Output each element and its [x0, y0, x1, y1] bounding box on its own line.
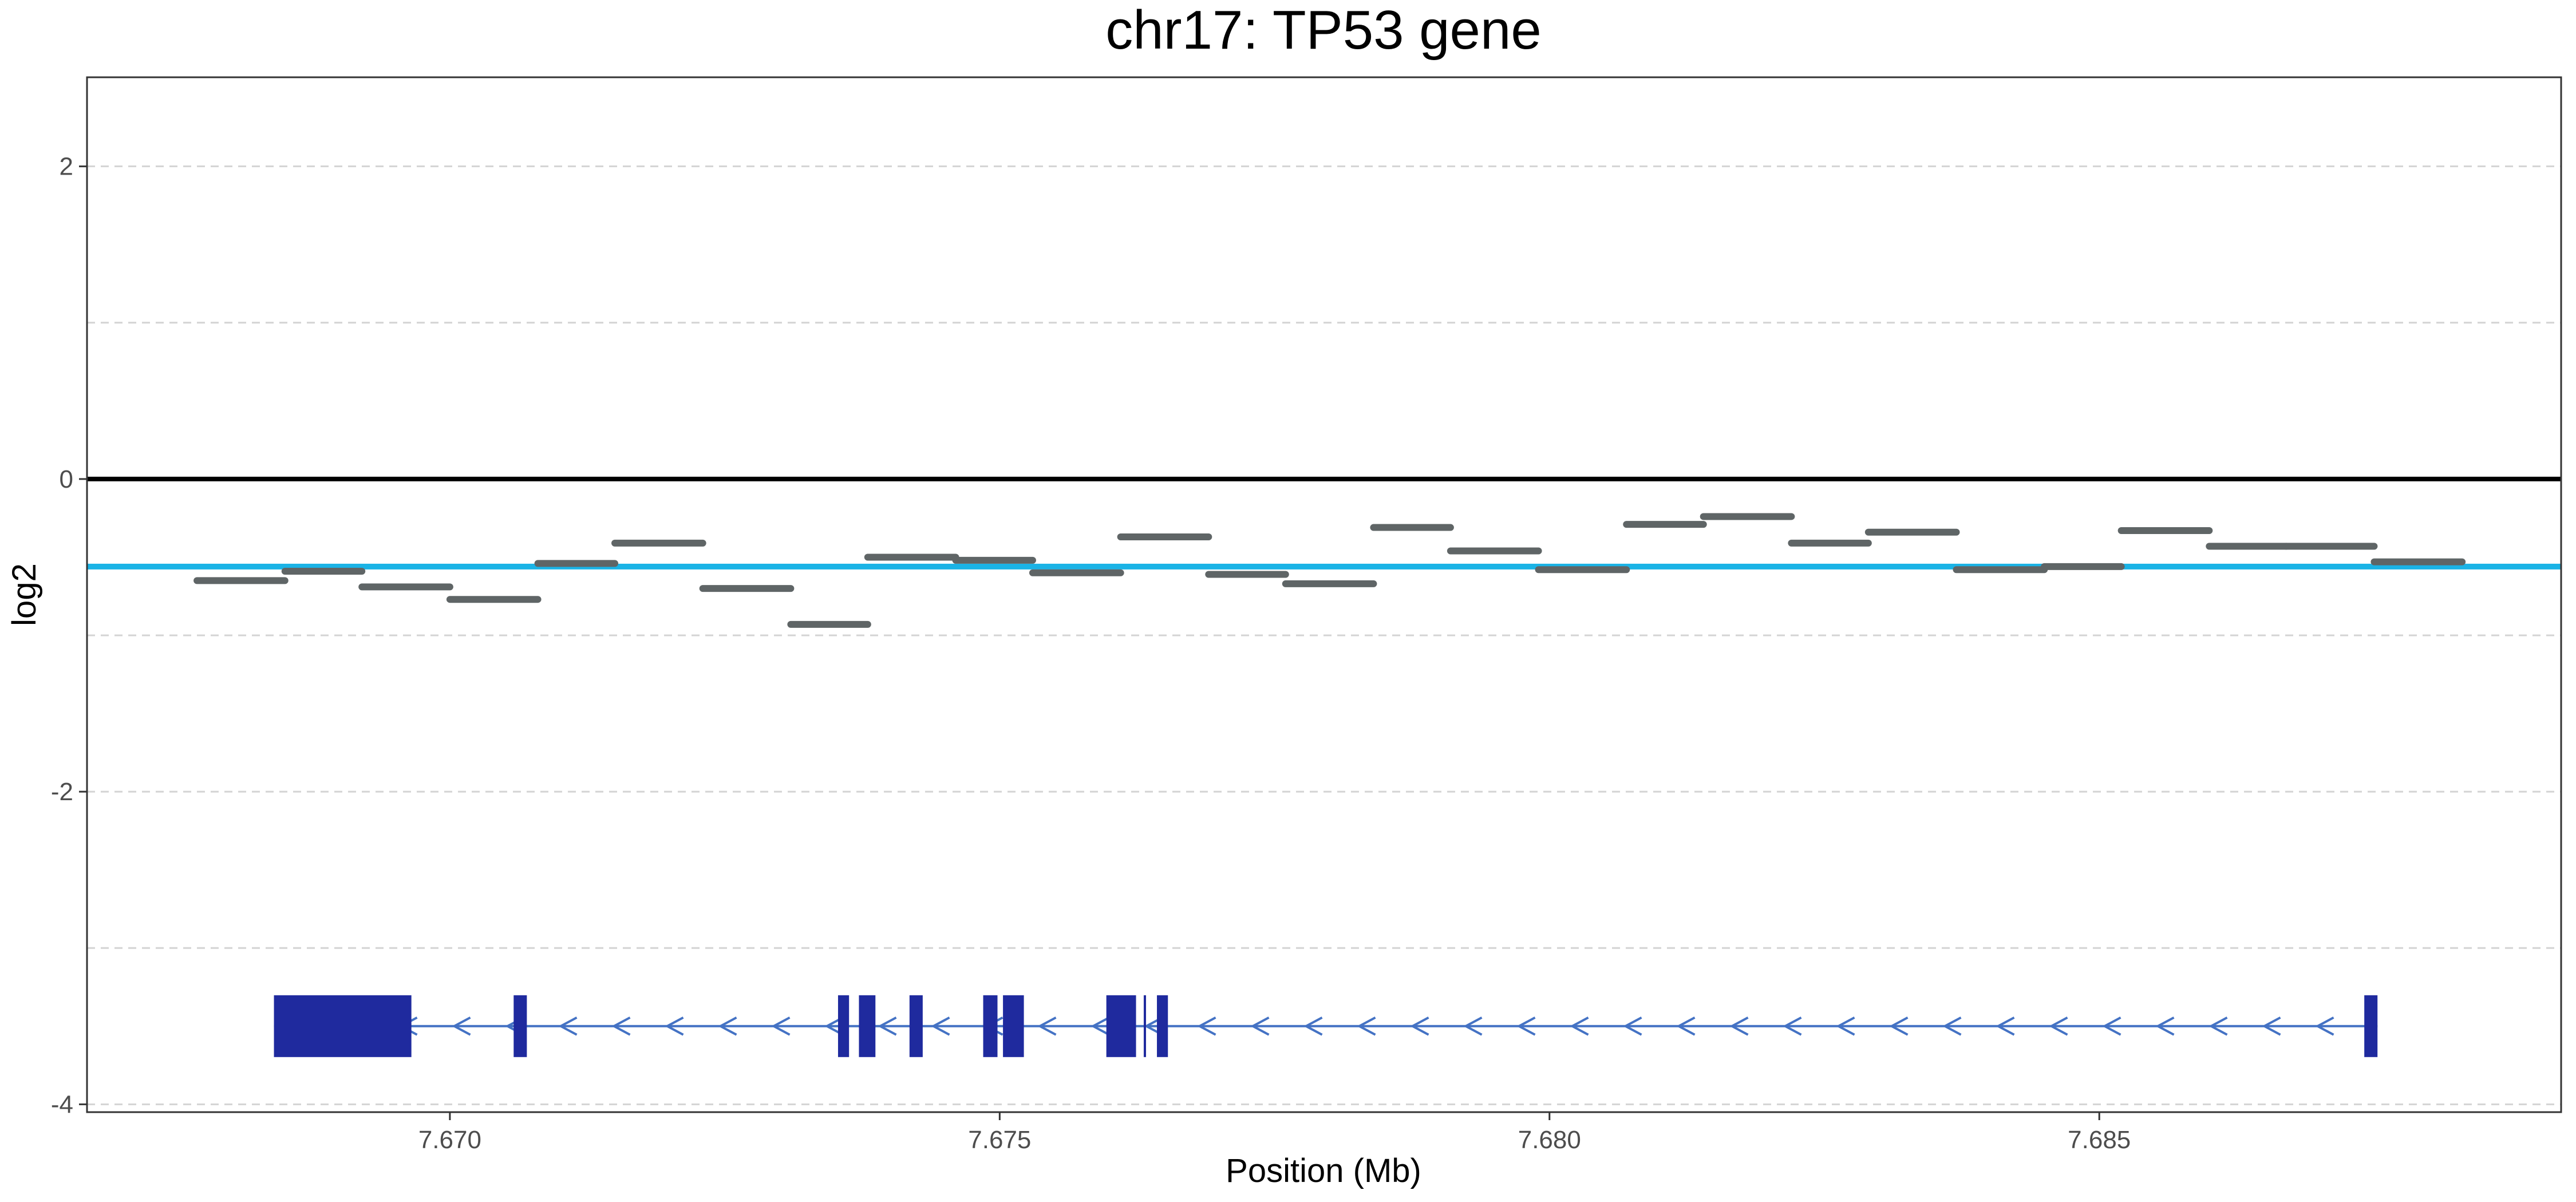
exon-block	[2364, 995, 2378, 1057]
strand-arrow	[2049, 1017, 2068, 1036]
strand-arrow	[1463, 1017, 1483, 1036]
strand-arrow	[2102, 1017, 2121, 1036]
exon-block	[274, 995, 412, 1057]
strand-arrow	[2315, 1017, 2334, 1036]
strand-arrow	[1889, 1017, 1909, 1036]
plot-panel-border	[86, 76, 2562, 1113]
y-tick-label: -2	[51, 778, 73, 806]
strand-arrow	[1410, 1017, 1429, 1036]
exon-block	[1003, 995, 1024, 1057]
x-axis-title: Position (Mb)	[1226, 1152, 1421, 1189]
strand-arrow	[2208, 1017, 2228, 1036]
strand-arrow	[1996, 1017, 2015, 1036]
exon-block	[1106, 995, 1136, 1057]
exon-block	[513, 995, 527, 1057]
strand-arrow	[2262, 1017, 2281, 1036]
exon-block	[1157, 995, 1168, 1057]
y-axis-title: log2	[6, 563, 43, 626]
y-axis: 2 0 -2 -4	[51, 153, 87, 1118]
x-tick-label: 7.685	[2068, 1126, 2131, 1154]
x-axis: 7.670 7.675 7.680 7.685	[418, 1112, 2131, 1154]
y-tick-label: 0	[60, 465, 73, 493]
y-tick-label: 2	[60, 153, 73, 181]
reference-lines	[87, 476, 2561, 570]
strand-arrow	[1250, 1017, 1270, 1036]
exon-block	[837, 995, 850, 1057]
gene-track	[274, 995, 2378, 1057]
strand-arrow	[452, 1017, 471, 1036]
strand-arrow	[1729, 1017, 1749, 1036]
strand-arrow	[1623, 1017, 1642, 1036]
strand-arrow	[931, 1017, 950, 1036]
strand-arrow	[665, 1017, 684, 1036]
strand-arrow	[1836, 1017, 1855, 1036]
strand-arrow	[771, 1017, 791, 1036]
strand-arrow	[824, 1017, 844, 1036]
strand-arrow	[1942, 1017, 1962, 1036]
strand-arrow	[718, 1017, 737, 1036]
grid-lines	[87, 165, 2561, 1105]
strand-arrow	[1357, 1017, 1376, 1036]
strand-arrow	[2155, 1017, 2175, 1036]
strand-arrow	[558, 1017, 578, 1036]
strand-arrow	[1303, 1017, 1323, 1036]
strand-arrow	[1197, 1017, 1216, 1036]
exon-block	[909, 995, 923, 1057]
strand-arrow	[1091, 1017, 1110, 1036]
strand-arrow	[1037, 1017, 1057, 1036]
x-tick-label: 7.675	[968, 1126, 1031, 1154]
strand-arrow	[1676, 1017, 1696, 1036]
strand-arrow	[1783, 1017, 1802, 1036]
exon-block	[1143, 995, 1146, 1057]
exon-block	[983, 995, 998, 1057]
bin-segments	[193, 513, 2466, 628]
x-tick-label: 7.680	[1518, 1126, 1581, 1154]
exon-block	[859, 995, 876, 1057]
chart-title: chr17: TP53 gene	[1105, 0, 1541, 61]
x-tick-label: 7.670	[418, 1126, 481, 1154]
strand-arrow	[1570, 1017, 1589, 1036]
strand-arrow	[611, 1017, 631, 1036]
strand-arrow	[878, 1017, 897, 1036]
y-tick-label: -4	[51, 1090, 73, 1118]
strand-arrow	[1516, 1017, 1536, 1036]
